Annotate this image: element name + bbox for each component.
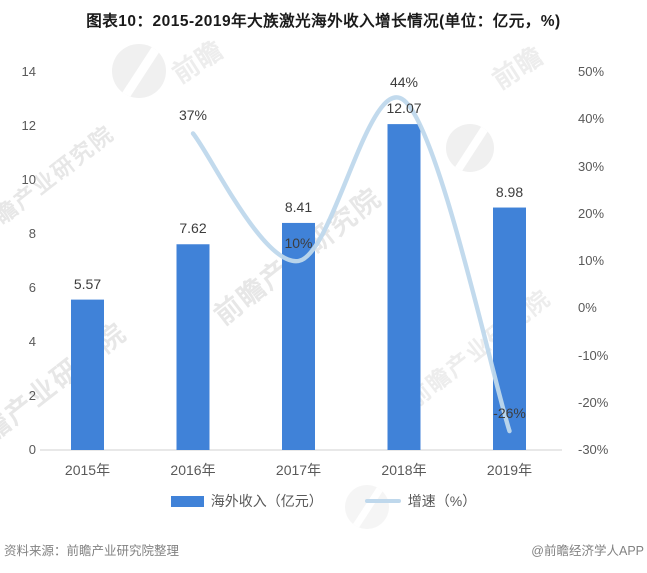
y-axis-tick-left: 8 [28,226,36,241]
legend-item-growth: 增速（%） [364,491,477,511]
bar-value-label: 7.62 [179,220,207,237]
x-axis-label: 2018年 [381,462,427,478]
y-axis-tick-left: 4 [28,334,36,349]
y-axis-tick-left: 0 [28,442,36,457]
bar-value-label: 5.57 [73,275,102,292]
chart-title: 图表10：2015-2019年大族激光海外收入增长情况(单位：亿元，%) [86,13,561,30]
growth-point-label: 10% [284,235,313,251]
y-axis-tick-right: -30% [578,442,609,457]
line-series-swatch [364,499,401,503]
growth-line [190,95,512,434]
bar-value-label: 8.41 [284,198,313,215]
y-axis-tick-right: 0% [578,300,597,316]
growth-point-label: 37% [178,107,208,124]
y-axis-tick-left: 14 [21,64,36,79]
legend-label-revenue: 海外收入（亿元） [210,493,323,509]
y-axis-tick-right: 40% [578,111,605,127]
y-axis-tick-right: 30% [578,158,605,174]
bar [387,124,421,451]
y-axis-tick-right: -10% [578,347,609,363]
x-axis-label: 2019年 [486,462,533,478]
bar [176,244,210,450]
bar [493,207,526,450]
y-axis-tick-left: 6 [28,280,36,295]
legend-item-revenue: 海外收入（亿元） [170,491,323,511]
x-axis-label: 2016年 [170,462,216,478]
x-axis-label: 2015年 [64,462,111,478]
source-note: 资料来源：前瞻产业研究院整理 [4,544,180,558]
bar-value-label: 8.98 [495,183,524,200]
bar [71,299,104,450]
legend: 海外收入（亿元） 增速（%） [0,491,647,511]
growth-point-label: -26% [493,405,526,422]
legend-label-growth: 增速（%） [407,493,477,509]
y-axis-tick-right: 20% [578,205,605,221]
y-axis-tick-left: 12 [21,118,36,133]
y-axis-tick-left: 10 [21,172,36,187]
growth-point-label: 44% [389,74,419,91]
bar-series-swatch [170,495,204,507]
y-axis-tick-right: 50% [578,64,605,79]
y-axis-tick-right: 10% [578,253,605,268]
credit-note: @前瞻经济学人APP [531,544,644,558]
y-axis-tick-left: 2 [28,388,36,403]
bar-value-label: 12.07 [386,100,422,117]
x-axis-label: 2017年 [275,462,322,478]
y-axis-tick-right: -20% [578,394,609,410]
